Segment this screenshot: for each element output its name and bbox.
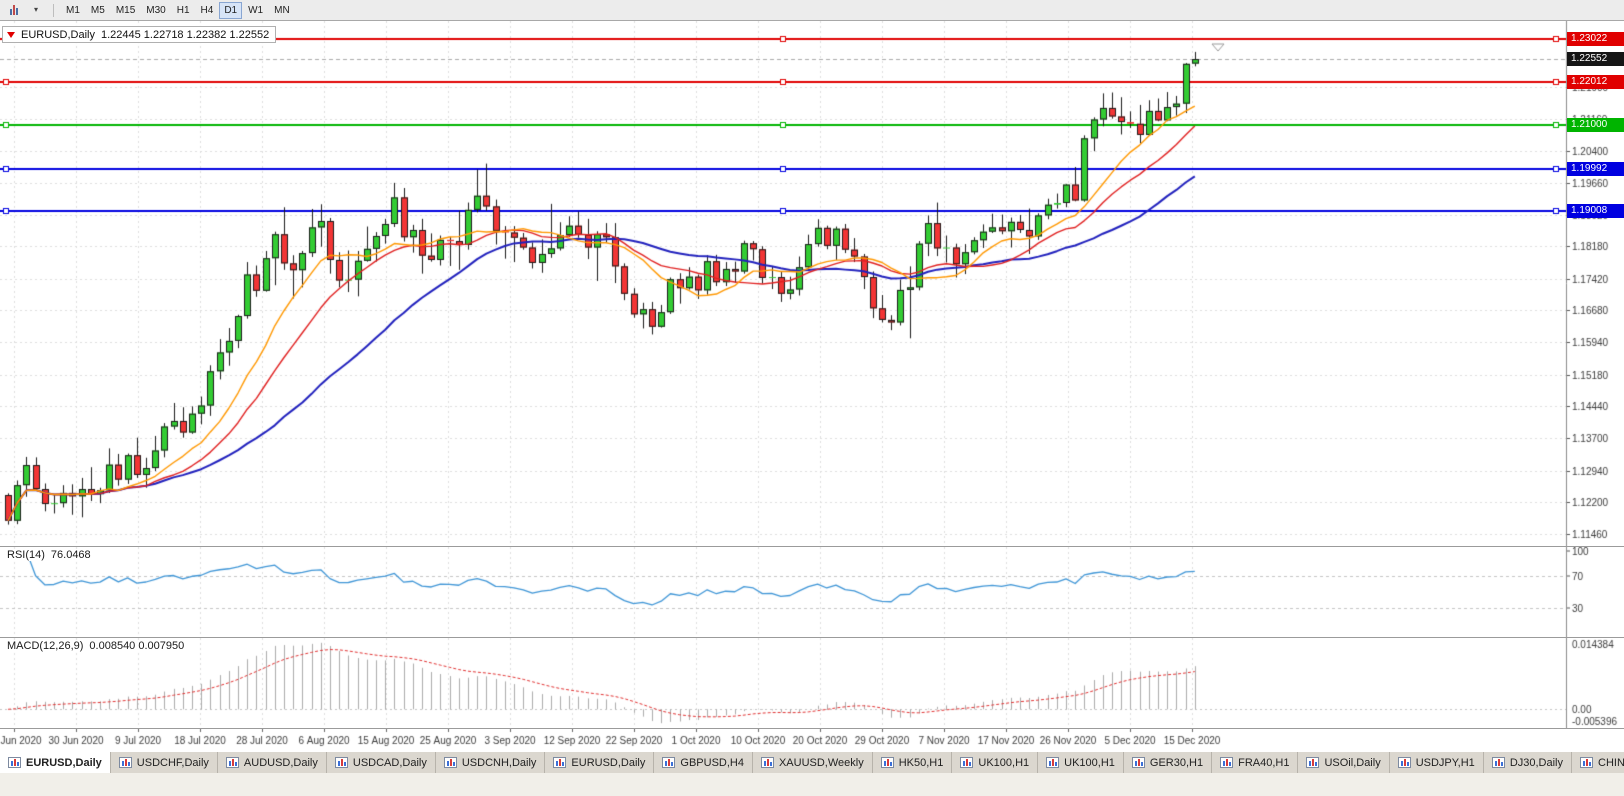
chart-tab-icon <box>553 757 567 768</box>
timeframe-button-H1[interactable]: H1 <box>172 2 195 19</box>
chart-tab-EURUSD-Daily[interactable]: EURUSD,Daily <box>545 752 655 773</box>
chart-tab-UK100-H1[interactable]: UK100,H1 <box>1038 752 1124 773</box>
price-chart-panel: EURUSD,Daily 1.22445 1.22718 1.22382 1.2… <box>0 21 1624 547</box>
price-level-tag[interactable]: 1.23022 <box>1567 32 1624 46</box>
chart-tab-icon <box>225 757 239 768</box>
symbol-label: EURUSD,Daily <box>21 28 95 41</box>
rsi-value: 76.0468 <box>50 549 91 561</box>
chart-tab-label: USDCNH,Daily <box>461 756 537 769</box>
rsi-canvas[interactable] <box>0 547 1624 637</box>
price-level-tag[interactable]: 1.22552 <box>1567 52 1624 66</box>
chart-tab-icon <box>443 757 457 768</box>
chart-tabs-bar: EURUSD,Daily USDCHF,Daily AUDUSD,Daily USDC… <box>0 751 1624 773</box>
chart-tab-USDCHF-Daily[interactable]: USDCHF,Daily <box>110 752 218 773</box>
timeframe-button-H4[interactable]: H4 <box>196 2 219 19</box>
chart-tab-icon <box>1131 757 1145 768</box>
red-marker-icon <box>7 31 15 38</box>
chart-tab-label: EURUSD,Daily <box>26 756 102 769</box>
ohlc-header: EURUSD,Daily 1.22445 1.22718 1.22382 1.2… <box>2 26 277 43</box>
chart-tab-icon <box>1220 757 1234 768</box>
rsi-name: RSI(14) <box>7 549 45 561</box>
chart-tab-FRA40-H1[interactable]: FRA40,H1 <box>1212 752 1299 773</box>
chart-tab-icon <box>118 757 132 768</box>
price-level-tag[interactable]: 1.22012 <box>1567 75 1624 89</box>
timeframe-button-D1[interactable]: D1 <box>219 1 243 19</box>
chart-tab-EURUSD-Daily[interactable]: EURUSD,Daily <box>0 752 111 773</box>
caret-down-icon: ▾ <box>33 5 38 14</box>
macd-name: MACD(12,26,9) <box>7 640 84 652</box>
price-level-tag[interactable]: 1.21000 <box>1567 118 1624 132</box>
toolbar-separator <box>53 3 54 17</box>
chart-tab-icon <box>760 757 774 768</box>
timeframe-button-M1[interactable]: M1 <box>61 2 85 19</box>
chart-tab-UK100-H1[interactable]: UK100,H1 <box>952 752 1039 773</box>
chart-tab-label: UK100,H1 <box>978 756 1030 769</box>
chart-tab-USDCNH-Daily[interactable]: USDCNH,Daily <box>435 752 546 773</box>
macd-label: MACD(12,26,9) 0.008540 0.007950 <box>4 640 188 652</box>
price-level-tag[interactable]: 1.19008 <box>1567 204 1624 218</box>
timeframe-button-M15[interactable]: M15 <box>111 2 140 19</box>
chart-type-button[interactable] <box>4 2 24 19</box>
chart-tab-label: FRA40,H1 <box>1238 756 1290 769</box>
macd-panel: MACD(12,26,9) 0.008540 0.007950 <box>0 638 1624 729</box>
macd-canvas[interactable] <box>0 638 1624 728</box>
chart-tab-USOil-Daily[interactable]: USOil,Daily <box>1298 752 1390 773</box>
time-axis[interactable] <box>0 729 1624 751</box>
chart-tab-label: USDCAD,Daily <box>352 756 427 769</box>
ohlc-values: 1.22445 1.22718 1.22382 1.22552 <box>100 28 270 41</box>
chart-tab-CHINA300-H1[interactable]: CHINA300,H1 <box>1572 752 1624 773</box>
chart-tab-label: USDCHF,Daily <box>136 756 209 769</box>
chart-tab-icon <box>662 757 676 768</box>
chart-tab-label: CHINA300,H1 <box>1598 756 1624 769</box>
chart-tab-label: USOil,Daily <box>1324 756 1381 769</box>
price-level-tag[interactable]: 1.19992 <box>1567 162 1624 176</box>
chart-tab-label: HK50,H1 <box>898 756 944 769</box>
timeframe-button-M5[interactable]: M5 <box>86 2 110 19</box>
chart-tab-label: EURUSD,Daily <box>571 756 646 769</box>
chart-tab-icon <box>8 757 21 768</box>
bottom-strip <box>0 773 1624 796</box>
candlestick-chart-icon <box>10 5 18 15</box>
chart-type-dropdown-button[interactable]: ▾ <box>26 2 46 19</box>
chart-tab-label: DJ30,Daily <box>1509 756 1563 769</box>
chart-tab-icon <box>880 757 894 768</box>
chart-tab-USDJPY-H1[interactable]: USDJPY,H1 <box>1389 752 1484 773</box>
timeframe-button-MN[interactable]: MN <box>269 2 295 19</box>
timeframe-toolbar: ▾ M1 M5 M15 M30 H1 H4 D1 W1 MN <box>0 0 1624 21</box>
chart-tab-icon <box>1397 757 1411 768</box>
chart-tab-label: USDJPY,H1 <box>1415 756 1475 769</box>
timeframe-buttons-group: M1 M5 M15 M30 H1 H4 D1 W1 MN <box>61 1 295 19</box>
chart-tab-AUDUSD-Daily[interactable]: AUDUSD,Daily <box>217 752 327 773</box>
timeframe-button-M30[interactable]: M30 <box>141 2 170 19</box>
chart-tab-icon <box>1046 757 1060 768</box>
chart-tab-icon <box>960 757 974 768</box>
chart-tab-GBPUSD-H4[interactable]: GBPUSD,H4 <box>654 752 753 773</box>
chart-tab-label: GER30,H1 <box>1149 756 1204 769</box>
chart-tab-DJ30-Daily[interactable]: DJ30,Daily <box>1483 752 1572 773</box>
rsi-label: RSI(14) 76.0468 <box>4 549 94 561</box>
timeframe-button-W1[interactable]: W1 <box>243 2 268 19</box>
chart-tab-label: AUDUSD,Daily <box>243 756 318 769</box>
chart-tab-icon <box>1306 757 1320 768</box>
price-chart-canvas[interactable] <box>0 21 1624 546</box>
chart-tab-HK50-H1[interactable]: HK50,H1 <box>872 752 953 773</box>
macd-values: 0.008540 0.007950 <box>89 640 185 652</box>
chart-tab-label: GBPUSD,H4 <box>680 756 744 769</box>
chart-tab-label: XAUUSD,Weekly <box>778 756 864 769</box>
chart-tab-XAUUSD-Weekly[interactable]: XAUUSD,Weekly <box>752 752 873 773</box>
chart-tab-GER30-H1[interactable]: GER30,H1 <box>1123 752 1213 773</box>
chart-tab-label: UK100,H1 <box>1064 756 1115 769</box>
chart-tab-icon <box>1580 757 1593 768</box>
rsi-panel: RSI(14) 76.0468 <box>0 547 1624 638</box>
chart-tab-icon <box>334 757 348 768</box>
chart-tab-USDCAD-Daily[interactable]: USDCAD,Daily <box>326 752 436 773</box>
chart-tab-icon <box>1491 757 1505 768</box>
